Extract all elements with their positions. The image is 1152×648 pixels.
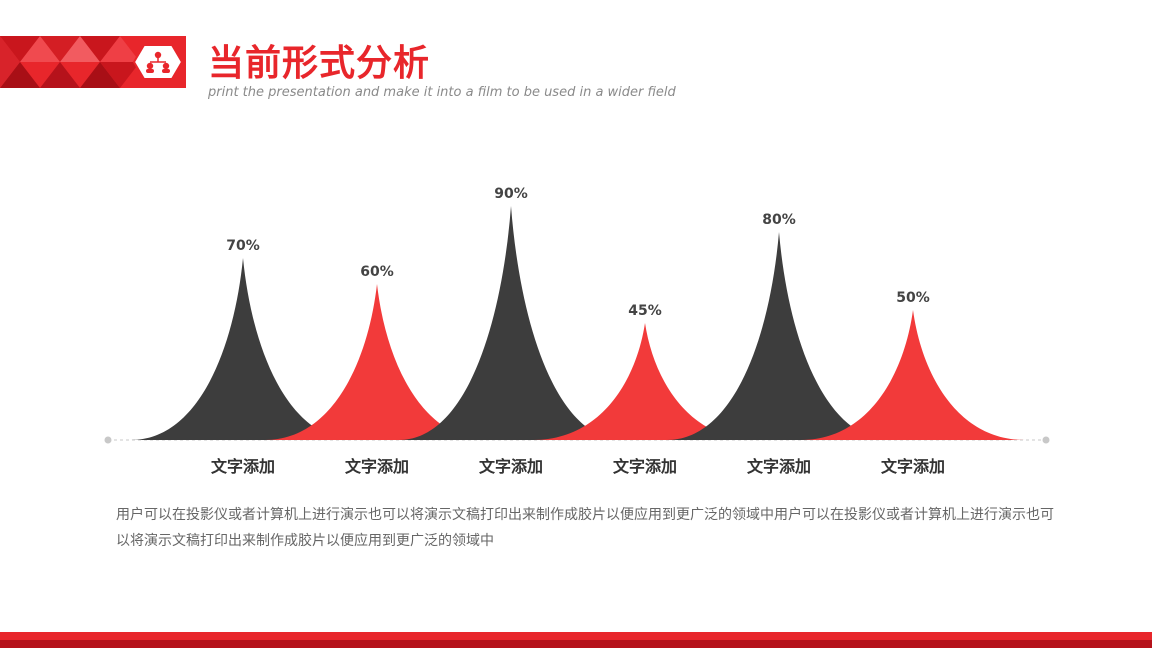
category-label-4: 文字添加 [613, 457, 677, 476]
peak-2 [265, 284, 489, 440]
axis-start-dot [104, 436, 112, 444]
peak-3 [399, 206, 623, 440]
category-label-3: 文字添加 [479, 457, 543, 476]
page-title: 当前形式分析 [208, 43, 431, 84]
peak-1 [131, 258, 355, 440]
peak-4 [533, 323, 757, 440]
value-label-3: 90% [494, 186, 528, 202]
peak-chart: 70% 文字添加 60% 文字添加 90% 文字添加 45% 文字添加 80% 文字添加 50% 文字… [104, 186, 1050, 476]
category-label-6: 文字添加 [881, 457, 945, 476]
axis-end-dot [1042, 436, 1050, 444]
value-label-2: 60% [360, 264, 394, 280]
peak-6 [801, 310, 1025, 440]
value-label-4: 45% [628, 303, 662, 319]
value-label-5: 80% [762, 212, 796, 228]
header-banner [0, 36, 186, 88]
category-label-1: 文字添加 [211, 457, 275, 476]
footer-bar [0, 632, 1152, 648]
value-label-1: 70% [226, 238, 260, 254]
people-network-icon [132, 44, 184, 80]
description-text: 用户可以在投影仪或者计算机上进行演示也可以将演示文稿打印出来制作成胶片以便应用到… [116, 507, 1054, 549]
page-subtitle: print the presentation and make it into … [208, 85, 676, 100]
peak-5 [667, 232, 891, 440]
category-label-5: 文字添加 [747, 457, 811, 476]
category-label-2: 文字添加 [345, 457, 409, 476]
value-label-6: 50% [896, 290, 930, 306]
